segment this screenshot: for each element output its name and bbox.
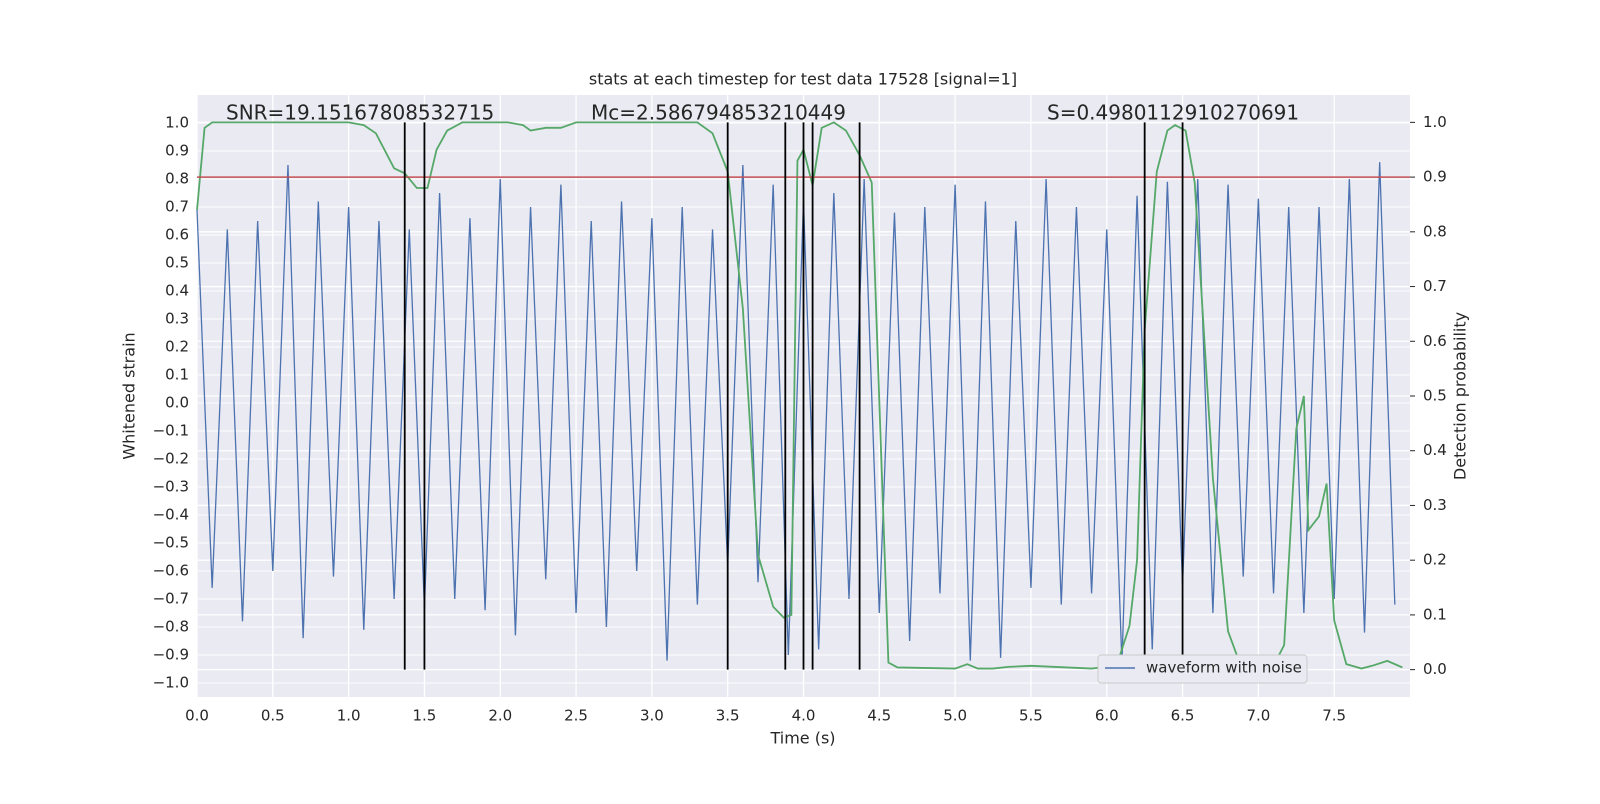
- labels: −1.0 −0.9 −0.8 −0.7 −0.6 −0.5 −0.4 −0.3 −0.2 −0.1…: [153, 113, 1447, 725]
- x-tick-label: 1.5: [413, 707, 437, 725]
- y2-tick-label: 0.1: [1423, 605, 1447, 623]
- legend-box: [1097, 654, 1308, 684]
- y-tick-label: 0.2: [165, 338, 189, 356]
- series-line: [196, 162, 1396, 664]
- legend-label: waveform with noise: [1146, 659, 1302, 677]
- x-tick-label: 5.5: [1019, 707, 1043, 725]
- y-tick-label: −0.4: [153, 506, 189, 524]
- x-axis-label: Time (s): [769, 729, 835, 748]
- y-tick-label: −0.8: [153, 618, 189, 636]
- x-tick-label: 5.0: [943, 707, 967, 725]
- y-tick-label: 0.0: [165, 394, 189, 412]
- x-tick-label: 3.0: [640, 707, 664, 725]
- y-tick-label: −0.3: [153, 478, 189, 496]
- y2-tick-label: 0.7: [1423, 277, 1447, 295]
- y-tick-label: −0.7: [153, 590, 189, 608]
- y-tick-label: −0.2: [153, 450, 189, 468]
- x-tick-label: 4.5: [867, 707, 891, 725]
- x-tick-label: 6.0: [1095, 707, 1119, 725]
- y2-tick-label: 0.9: [1423, 168, 1447, 186]
- y2-tick-label: 0.0: [1423, 660, 1447, 678]
- y-tick-label: 1.0: [165, 114, 189, 132]
- annotation: SNR=19.15167808532715: [226, 101, 494, 125]
- y-tick-label: 0.1: [165, 366, 189, 384]
- y2-axis-label: Detection probability: [1451, 312, 1470, 480]
- y-tick-label: −0.9: [153, 646, 189, 664]
- y-tick-label: 0.5: [165, 254, 189, 272]
- x-tick-label: 1.0: [337, 707, 361, 725]
- y-axis-label: Whitened strain: [120, 332, 139, 459]
- annotation: S=0.4980112910270691: [1047, 101, 1299, 125]
- y-tick-label: 0.9: [165, 142, 189, 160]
- x-tick-label: 7.5: [1322, 707, 1346, 725]
- y-tick-label: 0.3: [165, 310, 189, 328]
- y-tick-label: 0.7: [165, 198, 189, 216]
- legend: waveform with noise: [1097, 654, 1308, 684]
- y2-tick-label: 0.2: [1423, 551, 1447, 569]
- y2-tick-label: 0.4: [1423, 441, 1447, 459]
- x-tick-label: 2.5: [564, 707, 588, 725]
- chart-title: stats at each timestep for test data 175…: [589, 70, 1017, 89]
- y-tick-label: −0.5: [153, 534, 189, 552]
- x-tick-label: 2.0: [488, 707, 512, 725]
- x-tick-label: 0.0: [185, 707, 209, 725]
- marks: [196, 121, 1410, 670]
- x-tick-label: 3.5: [716, 707, 740, 725]
- y-tick-label: 0.4: [165, 282, 189, 300]
- y2-tick-label: 0.6: [1423, 332, 1447, 350]
- y-tick-label: 0.8: [165, 170, 189, 188]
- y2-tick-label: 1.0: [1423, 113, 1447, 131]
- x-tick-label: 6.5: [1171, 707, 1195, 725]
- x-tick-label: 0.5: [261, 707, 285, 725]
- annotation: Mc=2.586794853210449: [591, 101, 846, 125]
- y2-tick-label: 0.3: [1423, 496, 1447, 514]
- y-tick-label: −0.1: [153, 422, 189, 440]
- y-tick-label: 0.6: [165, 226, 189, 244]
- x-tick-label: 7.0: [1246, 707, 1270, 725]
- y-tick-label: −0.6: [153, 562, 189, 580]
- x-tick-label: 4.0: [792, 707, 816, 725]
- y2-tick-label: 0.5: [1423, 387, 1447, 405]
- y-tick-label: −1.0: [153, 674, 189, 692]
- y2-tick-label: 0.8: [1423, 222, 1447, 240]
